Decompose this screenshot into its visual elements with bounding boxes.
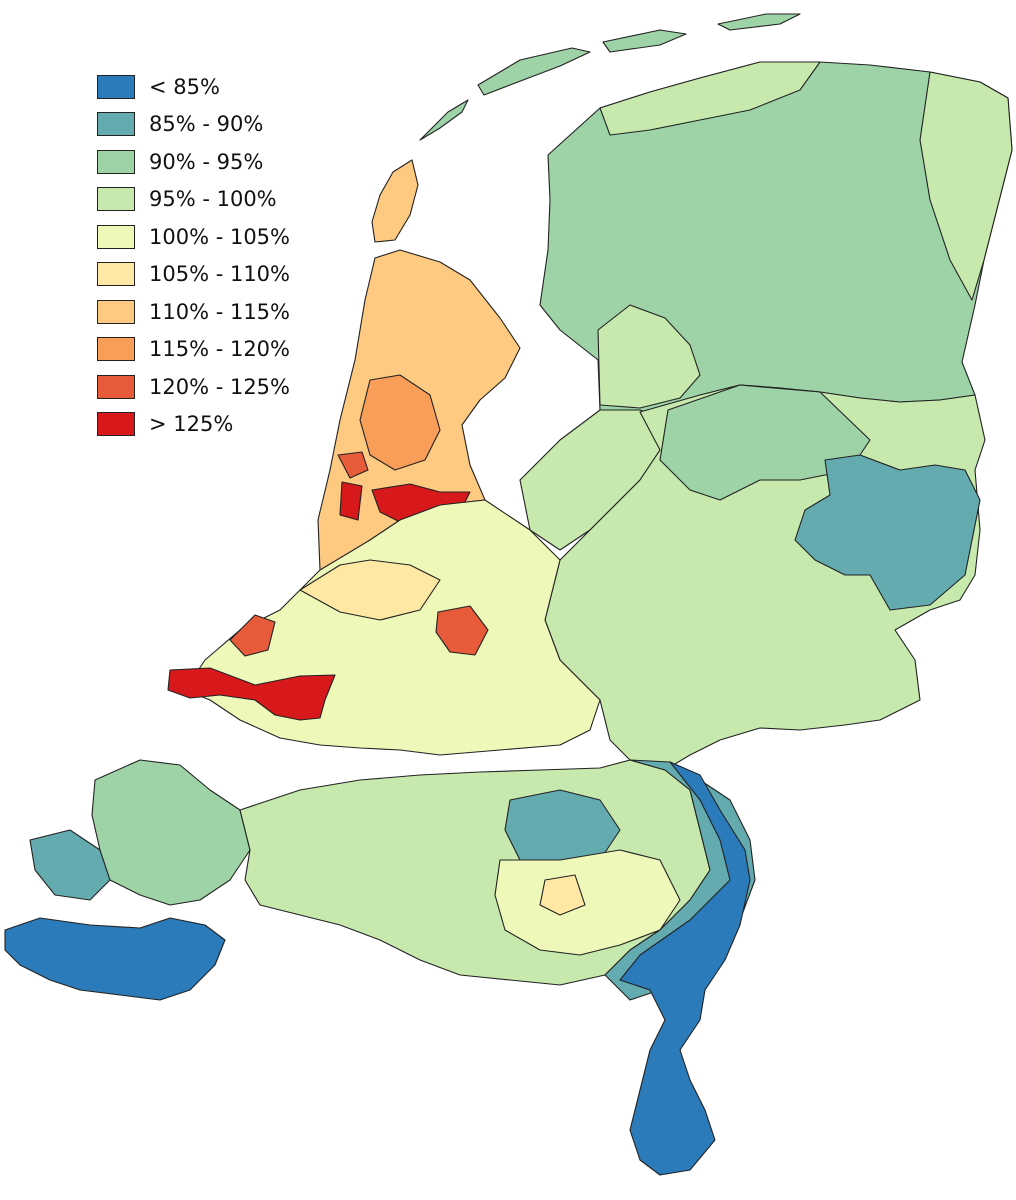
legend-item: 85% - 90% [97, 106, 290, 144]
legend-item: < 85% [97, 68, 290, 106]
legend-swatch [97, 74, 135, 99]
island-terschelling [477, 47, 591, 96]
island-vlieland [419, 99, 469, 141]
island-texel [371, 159, 419, 243]
legend-item: 115% - 120% [97, 331, 290, 369]
region-walcheren-north [29, 829, 111, 901]
region-leiden [299, 559, 441, 621]
region-zeeland-central [91, 759, 251, 906]
island-ameland [602, 29, 687, 53]
legend-label: 95% - 100% [149, 187, 277, 212]
legend-swatch [97, 337, 135, 362]
legend-item: > 125% [97, 406, 290, 444]
legend-swatch [97, 187, 135, 212]
legend-label: 100% - 105% [149, 224, 291, 249]
region-zeeuws-vlaanderen [4, 917, 226, 1001]
legend-label: 110% - 115% [149, 299, 291, 324]
legend-label: 120% - 125% [149, 374, 291, 399]
region-the-hague [229, 614, 276, 657]
legend-item: 100% - 105% [97, 218, 290, 256]
legend-label: 90% - 95% [149, 149, 264, 174]
legend-swatch [97, 149, 135, 174]
legend-swatch [97, 299, 135, 324]
legend-item: 105% - 110% [97, 256, 290, 294]
legend-swatch [97, 262, 135, 287]
region-haarlem [337, 451, 369, 479]
legend-swatch [97, 374, 135, 399]
legend-label: 115% - 120% [149, 337, 291, 362]
region-friesland-north [599, 61, 821, 136]
legend-item: 95% - 100% [97, 181, 290, 219]
region-overijssel [659, 384, 871, 501]
region-twente [794, 454, 981, 611]
legend-label: 105% - 110% [149, 262, 291, 287]
region-eindhoven-city [539, 874, 586, 916]
region-eindhoven [494, 849, 681, 956]
island-schiermonnikoog [717, 13, 801, 31]
region-groningen-east [919, 71, 1013, 301]
legend-swatch [97, 112, 135, 137]
legend-label: > 125% [149, 412, 234, 437]
region-utrecht-city [435, 605, 489, 656]
region-limburg [619, 761, 751, 1176]
legend-item: 90% - 95% [97, 143, 290, 181]
legend-label: < 85% [149, 74, 220, 99]
map-legend: < 85% 85% - 90% 90% - 95% 95% - 100% 100% - … [97, 68, 290, 443]
region-noordoostpolder [597, 304, 701, 409]
region-haarlem-south [339, 481, 363, 521]
legend-item: 110% - 115% [97, 293, 290, 331]
legend-label: 85% - 90% [149, 112, 264, 137]
legend-swatch [97, 412, 135, 437]
legend-swatch [97, 224, 135, 249]
region-rotterdam [167, 667, 336, 721]
region-zaanstreek [359, 374, 441, 471]
legend-item: 120% - 125% [97, 368, 290, 406]
